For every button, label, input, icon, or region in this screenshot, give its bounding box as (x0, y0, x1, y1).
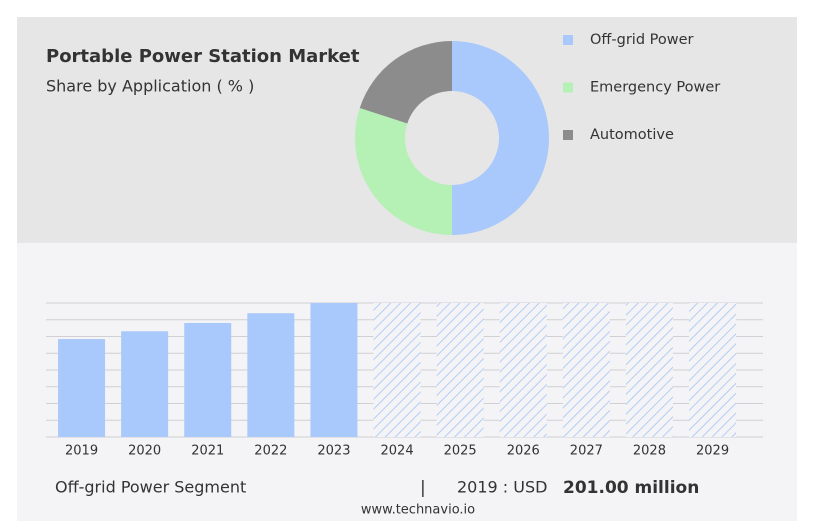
chart-title: Portable Power Station Market (46, 46, 360, 67)
forecast-placeholder (436, 303, 484, 437)
x-tick-label: 2029 (696, 444, 729, 459)
legend-label: Automotive (590, 127, 674, 143)
bar (310, 303, 358, 437)
pie-slice (452, 41, 549, 235)
x-tick-label: 2020 (128, 444, 161, 459)
forecast-placeholder (373, 303, 421, 437)
bar-chart: 2019 2020 2021 2022 2023 2024 2025 2026 2027 2028… (46, 302, 763, 459)
x-tick-label: 2023 (317, 444, 350, 459)
chart-subtitle: Share by Application ( % ) (46, 77, 254, 96)
pie-slice (359, 41, 452, 124)
legend-label: Emergency Power (590, 80, 720, 96)
x-tick-label: 2025 (444, 444, 477, 459)
separator: | (420, 478, 426, 498)
legend-swatch (563, 35, 573, 45)
bar (184, 322, 232, 437)
segment-label: Off-grid Power Segment (55, 478, 246, 497)
legend-label: Off-grid Power (590, 32, 694, 48)
source: www.technavio.io (361, 503, 475, 518)
legend-swatch (563, 82, 573, 93)
bar (121, 331, 169, 437)
forecast-placeholder (499, 303, 547, 437)
x-tick-label: 2024 (381, 444, 414, 459)
amount: 201.00 million (563, 478, 699, 498)
pie-slice (355, 108, 452, 235)
forecast-placeholder (562, 303, 610, 437)
donut-chart: Off-grid Power Emergency Power Automotive (355, 32, 720, 235)
x-tick-label: 2026 (507, 444, 540, 459)
x-tick-label: 2028 (633, 444, 666, 459)
bar (247, 313, 295, 437)
x-tick-label: 2021 (191, 444, 224, 459)
bar (58, 339, 106, 437)
forecast-placeholder (689, 303, 737, 437)
x-tick-label: 2022 (254, 444, 287, 459)
x-tick-label: 2027 (570, 444, 603, 459)
x-tick-label: 2019 (65, 444, 98, 459)
forecast-placeholder (625, 303, 673, 437)
year-unit: 2019 : USD (457, 478, 547, 497)
legend-swatch (563, 130, 573, 140)
